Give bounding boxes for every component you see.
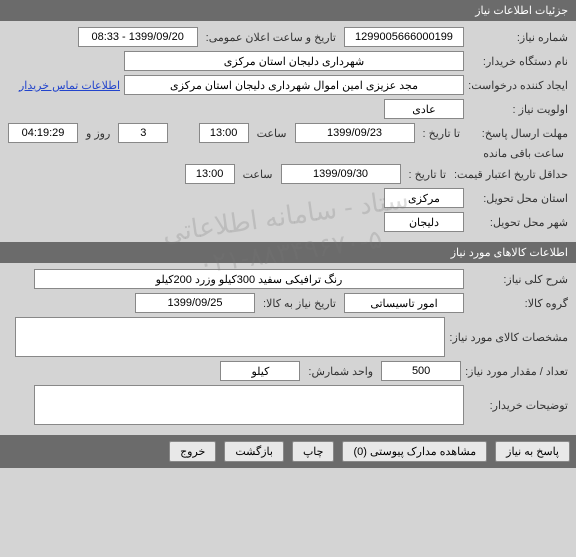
notes-label: توضیحات خریدار: — [468, 399, 568, 412]
days-field[interactable] — [118, 123, 168, 143]
back-button[interactable]: بازگشت — [224, 441, 284, 462]
city-label: شهر محل تحویل: — [468, 216, 568, 229]
days-label: روز و — [82, 127, 114, 140]
need-date-label: تاریخ نیاز به کالا: — [259, 297, 340, 310]
need-number-label: شماره نیاز: — [468, 31, 568, 44]
desc-field[interactable] — [34, 269, 464, 289]
qty-field[interactable] — [381, 361, 461, 381]
section1-header: جزئیات اطلاعات نیاز — [0, 0, 576, 21]
attachments-button[interactable]: مشاهده مدارک پیوستی (0) — [342, 441, 487, 462]
city-field[interactable] — [384, 212, 464, 232]
announce-label: تاریخ و ساعت اعلان عمومی: — [202, 31, 340, 44]
section1-body: شماره نیاز: تاریخ و ساعت اعلان عمومی: نا… — [0, 21, 576, 242]
announce-field[interactable] — [78, 27, 198, 47]
credit-date-field[interactable] — [281, 164, 401, 184]
section2-body: شرح کلی نیاز: گروه کالا: تاریخ نیاز به ک… — [0, 263, 576, 435]
qty-label: تعداد / مقدار مورد نیاز: — [465, 365, 568, 378]
buyer-field[interactable] — [124, 51, 464, 71]
group-field[interactable] — [344, 293, 464, 313]
reply-button[interactable]: پاسخ به نیاز — [495, 441, 570, 462]
deadline-label: مهلت ارسال پاسخ: — [468, 127, 568, 140]
priority-label: اولویت نیاز : — [468, 103, 568, 116]
unit-label: واحد شمارش: — [304, 365, 377, 378]
remaining-label: ساعت باقی مانده — [479, 147, 568, 160]
unit-field[interactable] — [220, 361, 300, 381]
remaining-time-field — [8, 123, 78, 143]
province-field[interactable] — [384, 188, 464, 208]
spec-field[interactable] — [15, 317, 445, 357]
contact-link[interactable]: اطلاعات تماس خریدار — [19, 79, 120, 92]
buyer-label: نام دستگاه خریدار: — [468, 55, 568, 68]
priority-field[interactable] — [384, 99, 464, 119]
desc-label: شرح کلی نیاز: — [468, 273, 568, 286]
min-credit-label: حداقل تاریخ اعتبار قیمت: — [454, 168, 568, 181]
deadline-time-field[interactable] — [199, 123, 249, 143]
need-date-field[interactable] — [135, 293, 255, 313]
to-date-label-2: تا تاریخ : — [405, 168, 450, 181]
credit-time-field[interactable] — [185, 164, 235, 184]
to-date-label: تا تاریخ : — [419, 127, 464, 140]
group-label: گروه کالا: — [468, 297, 568, 310]
buttons-bar: پاسخ به نیاز مشاهده مدارک پیوستی (0) چاپ… — [0, 435, 576, 468]
deadline-date-field[interactable] — [295, 123, 415, 143]
notes-field[interactable] — [34, 385, 464, 425]
province-label: استان محل تحویل: — [468, 192, 568, 205]
time-label-1: ساعت — [253, 127, 291, 140]
time-label-2: ساعت — [239, 168, 277, 181]
section2-header: اطلاعات کالاهای مورد نیاز — [0, 242, 576, 263]
spec-label: مشخصات کالای مورد نیاز: — [449, 331, 568, 344]
creator-label: ایجاد کننده درخواست: — [468, 79, 568, 92]
print-button[interactable]: چاپ — [292, 441, 335, 462]
exit-button[interactable]: خروج — [169, 441, 216, 462]
creator-field[interactable] — [124, 75, 464, 95]
need-number-field[interactable] — [344, 27, 464, 47]
